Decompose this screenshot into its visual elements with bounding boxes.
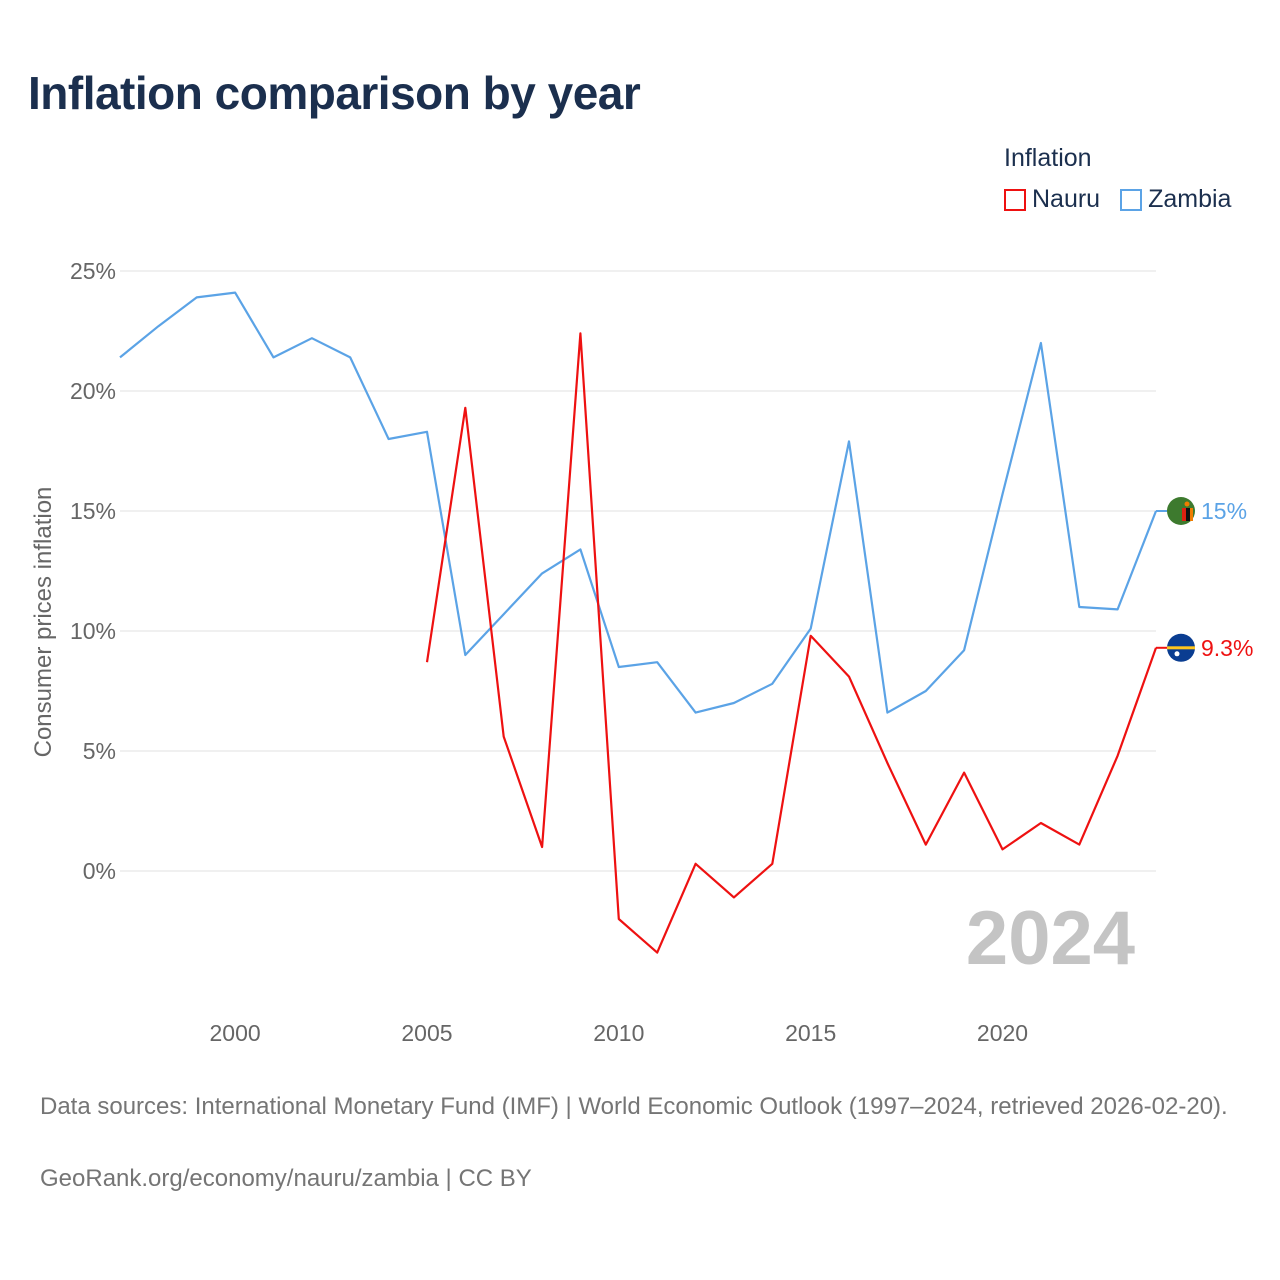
legend-swatch-nauru bbox=[1004, 188, 1026, 211]
series-line-zambia[interactable] bbox=[119, 291, 1158, 714]
x-tick-label: 2010 bbox=[593, 1020, 644, 1046]
legend-swatch-zambia bbox=[1120, 188, 1143, 211]
inflation-line-chart: 0% 5% 10% 15% 20% 25% 2000 2005 2010 2015 2020 Co… bbox=[30, 258, 1253, 1046]
x-tick-label: 2000 bbox=[210, 1020, 261, 1046]
x-tick-label: 2015 bbox=[785, 1020, 836, 1046]
data-source-note: Data sources: International Monetary Fun… bbox=[40, 1093, 1228, 1120]
y-tick-label: 20% bbox=[70, 378, 116, 404]
y-tick-label: 5% bbox=[83, 738, 116, 764]
y-axis-ticks: 0% 5% 10% 15% 20% 25% bbox=[70, 258, 116, 884]
legend-title: Inflation bbox=[1004, 144, 1092, 172]
end-value-label-zambia: 15% bbox=[1201, 498, 1247, 524]
y-tick-label: 15% bbox=[70, 498, 116, 524]
series-lines bbox=[119, 291, 1158, 954]
legend: Nauru Zambia bbox=[1004, 185, 1231, 214]
y-tick-label: 25% bbox=[70, 258, 116, 284]
legend-item-nauru[interactable]: Nauru bbox=[1004, 185, 1100, 214]
zambia-flag-icon bbox=[1167, 497, 1195, 525]
chart-title: Inflation comparison by year bbox=[28, 67, 641, 119]
legend-label-nauru: Nauru bbox=[1032, 185, 1101, 213]
credit-link[interactable]: GeoRank.org/economy/nauru/zambia | CC BY bbox=[40, 1165, 532, 1192]
x-axis-ticks: 2000 2005 2010 2015 2020 bbox=[210, 1020, 1029, 1046]
end-value-label-nauru: 9.3% bbox=[1201, 635, 1253, 661]
y-tick-label: 0% bbox=[83, 858, 116, 884]
legend-item-zambia[interactable]: Zambia bbox=[1120, 185, 1231, 214]
y-axis-label: Consumer prices inflation bbox=[30, 487, 57, 758]
series-line-nauru[interactable] bbox=[425, 332, 1158, 954]
y-tick-label: 10% bbox=[70, 618, 116, 644]
legend-label-zambia: Zambia bbox=[1148, 185, 1232, 213]
nauru-flag-icon bbox=[1167, 633, 1195, 662]
x-tick-label: 2020 bbox=[977, 1020, 1028, 1046]
x-tick-label: 2005 bbox=[401, 1020, 452, 1046]
end-markers: 15% 9.3% bbox=[1156, 497, 1253, 662]
year-watermark: 2024 bbox=[966, 896, 1135, 981]
grid-lines bbox=[120, 270, 1156, 872]
